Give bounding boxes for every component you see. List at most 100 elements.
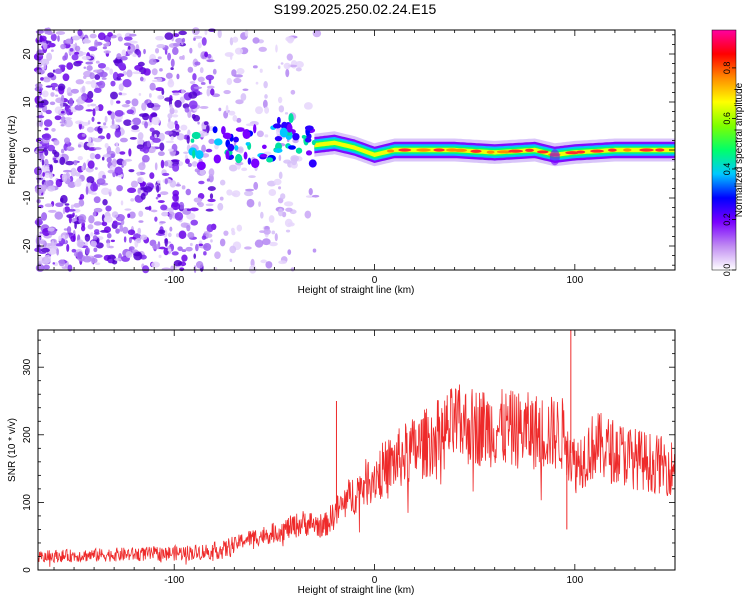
spectrogram-speckle bbox=[176, 73, 180, 80]
spectrogram-speckle bbox=[114, 109, 124, 117]
spectrogram-speckle bbox=[120, 56, 128, 61]
spectrogram-blob bbox=[234, 145, 239, 151]
spectrogram-speckle bbox=[207, 186, 216, 192]
spectrogram-speckle bbox=[61, 94, 65, 102]
spectrogram-speckle bbox=[106, 232, 112, 239]
spectrogram-speckle bbox=[66, 62, 74, 70]
spectrogram-speckle bbox=[241, 167, 248, 172]
spectrogram-speckle bbox=[143, 68, 151, 76]
spectrogram-speckle bbox=[176, 131, 180, 136]
spectrogram-speckle bbox=[123, 42, 132, 46]
spectrogram-speckle bbox=[76, 178, 82, 183]
spectrogram-speckle bbox=[167, 232, 172, 238]
spectrogram-speckle bbox=[58, 235, 62, 242]
spectrogram-speckle bbox=[139, 113, 149, 118]
spectrogram-speckle bbox=[110, 80, 116, 87]
spectrogram-speckle bbox=[137, 137, 144, 146]
spectrogram-speckle bbox=[169, 103, 173, 110]
spectrogram-speckle bbox=[72, 233, 76, 242]
spectrogram-blob bbox=[304, 125, 314, 131]
spectrogram-speckle bbox=[93, 247, 98, 253]
spectrogram-speckle bbox=[49, 164, 54, 173]
spectrogram-speckle bbox=[260, 211, 264, 219]
spectrogram-speckle bbox=[60, 43, 66, 50]
spectrogram-speckle bbox=[42, 42, 48, 50]
spectrogram-speckle bbox=[128, 211, 136, 219]
spectrogram-speckle bbox=[39, 35, 47, 42]
spectrogram-speckle bbox=[194, 168, 201, 173]
spectrogram-speckle bbox=[201, 125, 206, 130]
spectrogram-speckle bbox=[252, 37, 260, 44]
spectrogram-speckle bbox=[81, 165, 84, 172]
spectrogram-speckle bbox=[157, 200, 165, 203]
spectrogram-speckle bbox=[151, 116, 161, 126]
snr-series-line bbox=[37, 384, 676, 567]
spectrogram-speckle bbox=[66, 243, 70, 252]
spectrogram-speckle bbox=[105, 205, 112, 212]
spectrogram-speckle bbox=[111, 211, 119, 218]
spectrogram-speckle bbox=[51, 86, 56, 91]
spectrogram-speckle bbox=[90, 240, 97, 247]
spectrogram-speckle bbox=[234, 47, 243, 55]
spectrogram-speckle bbox=[41, 159, 45, 166]
spectrogram-speckle bbox=[167, 148, 174, 152]
spectrogram-speckle bbox=[172, 47, 179, 56]
spectrogram-speckle bbox=[60, 197, 64, 203]
spectrogram-speckle bbox=[206, 88, 211, 97]
spectrogram-speckle bbox=[40, 77, 45, 81]
spectrogram-blob bbox=[191, 131, 201, 140]
spectrogram-speckle bbox=[105, 41, 111, 46]
spectrogram-speckle bbox=[163, 247, 169, 256]
spectrogram-speckle bbox=[244, 29, 249, 37]
spectrogram-speckle bbox=[181, 185, 186, 190]
spectrogram-blob bbox=[195, 150, 204, 160]
colorbar-label: Normalized spectral amplitude bbox=[734, 82, 745, 217]
spectrogram-speckle bbox=[71, 248, 77, 253]
spectrogram-blob bbox=[301, 135, 307, 139]
spectrogram-speckle bbox=[164, 178, 168, 185]
spectrogram-speckle bbox=[203, 251, 207, 256]
spectrogram-speckle bbox=[206, 85, 215, 89]
spectrogram-speckle bbox=[263, 81, 268, 89]
spectrogram-speckle bbox=[96, 178, 106, 185]
spectrogram-speckle bbox=[186, 224, 191, 232]
spectrogram-speckle bbox=[36, 49, 44, 57]
colorbar-ticks: 0.0 0.2 0.4 0.6 0.8 bbox=[722, 62, 736, 276]
spectrogram-speckle bbox=[94, 105, 100, 111]
snr-panel: -100 0 100 0 100 200 300 Height of straight l… bbox=[7, 329, 676, 596]
spectrogram-speckle bbox=[277, 65, 281, 70]
spectrogram-speckle bbox=[81, 222, 86, 228]
spectrogram-speckle bbox=[278, 171, 283, 180]
spectrogram-speckle bbox=[136, 237, 142, 244]
spectrogram-speckle bbox=[158, 254, 162, 258]
spectrogram-blob bbox=[259, 153, 268, 158]
spectrogram-speckle bbox=[76, 182, 81, 186]
spectrogram-speckle bbox=[146, 140, 151, 148]
spectrogram-speckle bbox=[81, 55, 91, 60]
spectrogram-speckle bbox=[47, 72, 55, 78]
spectrogram-speckle bbox=[92, 108, 96, 117]
spectrogram-speckle bbox=[171, 90, 180, 94]
spectrogram-speckle bbox=[187, 66, 194, 73]
spectrogram-speckle bbox=[76, 239, 85, 248]
spectrogram-speckle bbox=[77, 155, 83, 161]
spectrogram-speckle bbox=[199, 67, 204, 74]
spectrogram-speckle bbox=[304, 210, 312, 219]
spectrogram-speckle bbox=[150, 209, 158, 213]
spectrogram-speckle bbox=[117, 73, 125, 78]
spectrogram-blob bbox=[212, 126, 218, 134]
spectrogram-speckle bbox=[243, 190, 254, 197]
spectrogram-speckle bbox=[93, 137, 103, 143]
spectrogram-speckle bbox=[81, 92, 88, 101]
spectrogram-blob bbox=[222, 132, 232, 140]
spectrogram-y-axis-label: Frequency (Hz) bbox=[7, 116, 18, 185]
spectrogram-speckle bbox=[132, 53, 137, 58]
spectrogram-speckle bbox=[155, 47, 160, 54]
spectrogram-speckle bbox=[85, 80, 92, 85]
spectrogram-speckle bbox=[151, 261, 160, 268]
spectrogram-speckle bbox=[152, 137, 161, 143]
spectrogram-speckle bbox=[67, 264, 73, 272]
spectrogram-speckle bbox=[155, 87, 164, 92]
